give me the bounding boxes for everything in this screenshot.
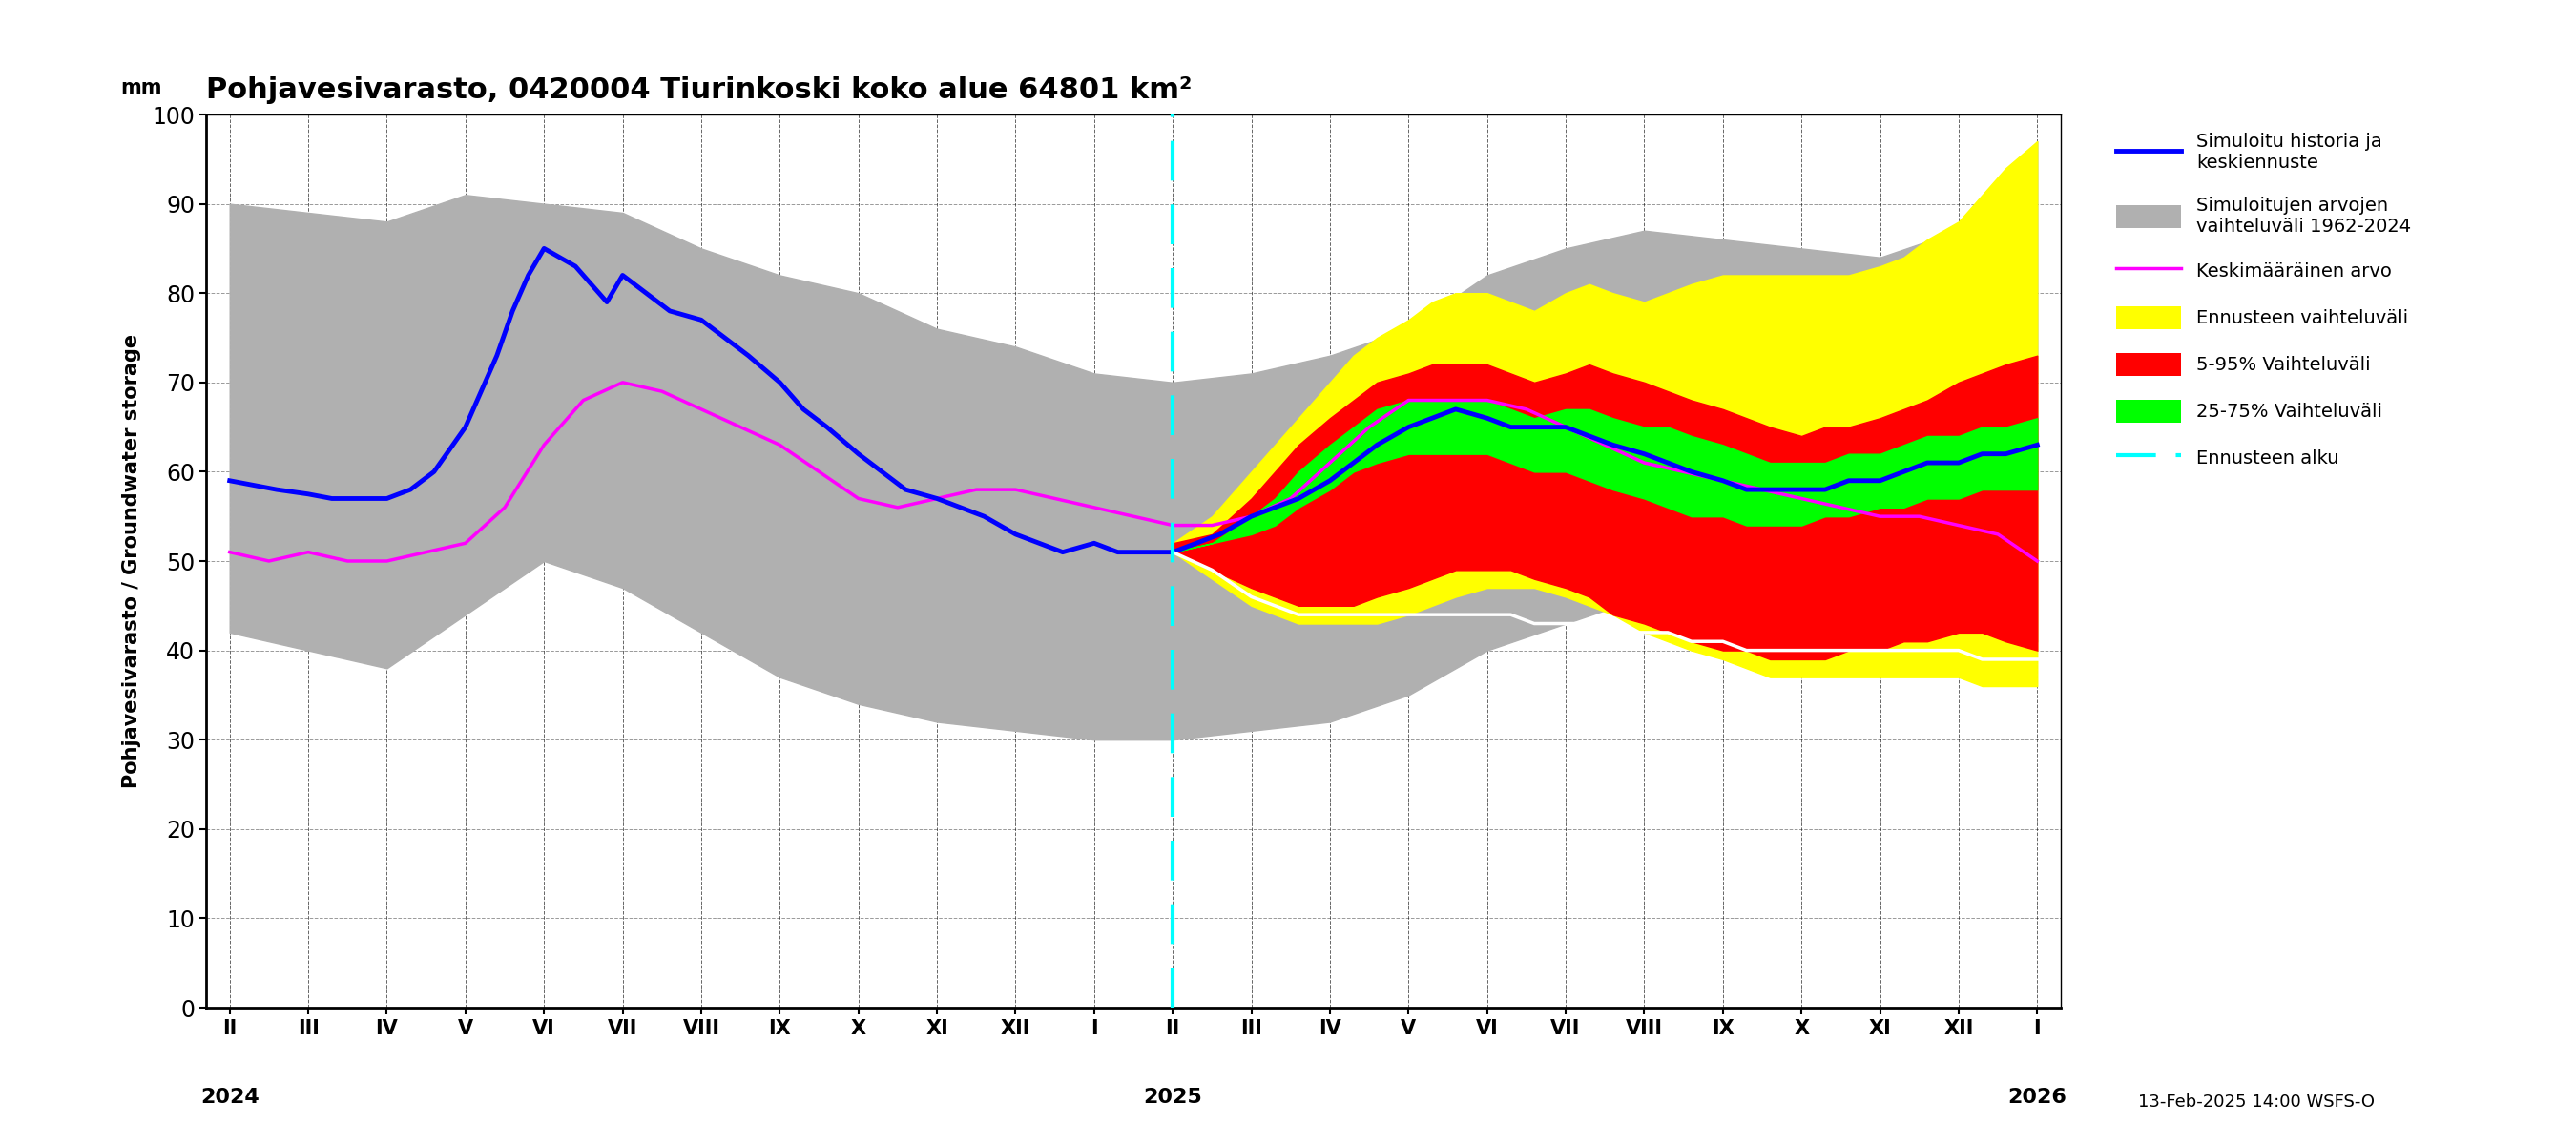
Y-axis label: Pohjavesivarasto / Groundwater storage: Pohjavesivarasto / Groundwater storage xyxy=(121,334,142,788)
Text: 2026: 2026 xyxy=(2007,1088,2066,1107)
Legend: Simuloitu historia ja
keskiennuste, Simuloitujen arvojen
vaihteluväli 1962-2024,: Simuloitu historia ja keskiennuste, Simu… xyxy=(2107,124,2421,479)
Text: 2024: 2024 xyxy=(201,1088,260,1107)
Text: mm: mm xyxy=(121,78,162,97)
Text: 13-Feb-2025 14:00 WSFS-O: 13-Feb-2025 14:00 WSFS-O xyxy=(2138,1093,2375,1111)
Text: Pohjavesivarasto, 0420004 Tiurinkoski koko alue 64801 km²: Pohjavesivarasto, 0420004 Tiurinkoski ko… xyxy=(206,77,1193,104)
Text: 2025: 2025 xyxy=(1144,1088,1203,1107)
